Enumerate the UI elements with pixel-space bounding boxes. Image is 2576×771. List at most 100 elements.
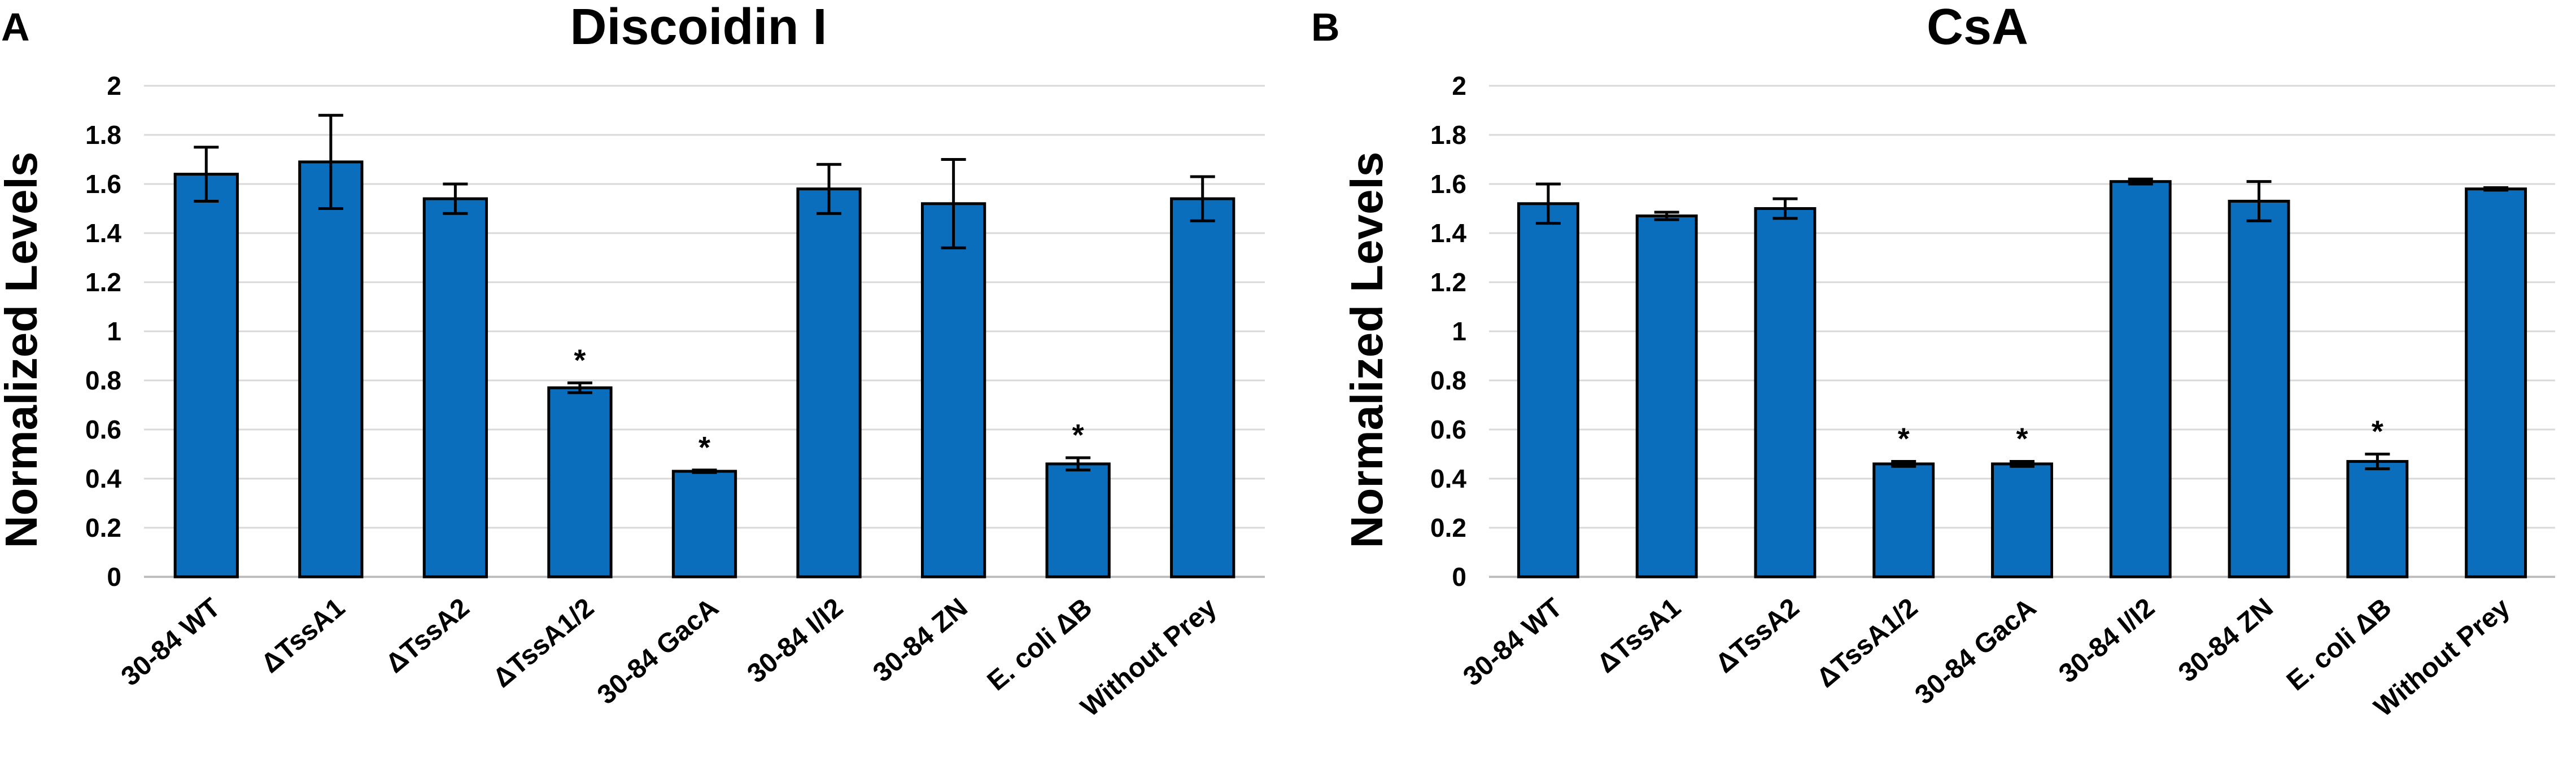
- error-bar-a-7: [1066, 456, 1091, 472]
- y-tick-label: 0.2: [1430, 513, 1466, 542]
- y-tick-label: 1.8: [85, 120, 121, 150]
- error-bar-a-8: [1190, 175, 1215, 222]
- x-tick-label: ΔTssA1/2: [487, 593, 600, 694]
- y-tick-label: 0.4: [85, 464, 121, 493]
- y-tick-label: 2: [107, 71, 121, 100]
- significance-asterisk: *: [2372, 415, 2383, 449]
- y-tick-label: 0.2: [85, 513, 121, 542]
- significance-markers-b: * * *: [1898, 415, 2383, 456]
- x-tick-label: E. coli ΔB: [982, 593, 1098, 697]
- x-tick-label: ΔTssA1: [1592, 593, 1687, 679]
- significance-asterisk: *: [1072, 418, 1084, 452]
- y-tick-label: 0.4: [1430, 464, 1466, 493]
- y-tick-label: 0.8: [1430, 366, 1466, 395]
- x-ticks-b: 30-84 WT ΔTssA1 ΔTssA2 ΔTssA1/230-84 GacA 30…: [1457, 593, 2516, 723]
- panel-letter-a: A: [1, 5, 30, 49]
- x-tick-label: 30-84 I/I2: [742, 593, 849, 689]
- error-bar-b-0: [1535, 182, 1561, 225]
- bars-a: [173, 160, 1235, 579]
- y-tick-label: 0: [1452, 562, 1466, 592]
- y-tick-label: 1.6: [85, 169, 121, 199]
- error-bar-b-7: [2365, 453, 2390, 471]
- significance-markers-a: * * *: [574, 343, 1084, 464]
- error-bars-b: [1535, 177, 2509, 471]
- significance-asterisk: *: [2016, 422, 2028, 456]
- bar-b-7: [2346, 460, 2409, 579]
- x-tick-label: ΔTssA2: [380, 593, 475, 679]
- x-tick-label: E. coli ΔB: [2281, 593, 2398, 697]
- significance-asterisk: *: [574, 343, 586, 377]
- bars-b: [1517, 180, 2527, 579]
- bar-a-8: [1170, 197, 1235, 579]
- error-bar-a-1: [318, 113, 343, 210]
- y-tick-label: 1.4: [85, 218, 121, 248]
- bar-a-6: [920, 202, 986, 579]
- chart-title-a: Discoidin I: [570, 0, 827, 55]
- panel-letter-b: B: [1311, 5, 1340, 49]
- error-bar-b-6: [2246, 180, 2272, 222]
- bar-a-7: [1045, 462, 1111, 579]
- error-bar-a-5: [817, 163, 842, 215]
- x-tick-label: ΔTssA1: [256, 593, 351, 679]
- x-tick-label: 30-84 GacA: [1910, 593, 2042, 711]
- error-bar-b-2: [1772, 197, 1798, 220]
- x-tick-label: 30-84 I/I2: [2053, 593, 2160, 689]
- y-ticks-b: 0 0.2 0.4 0.6 0.8 1 1.2 1.4 1.6 1.8 2: [1430, 71, 1466, 592]
- y-tick-label: 0.6: [1430, 415, 1466, 444]
- y-tick-label: 1.2: [85, 268, 121, 297]
- y-tick-label: 1.6: [1430, 169, 1466, 199]
- y-tick-label: 0: [107, 562, 121, 592]
- bar-a-4: [671, 470, 737, 579]
- bar-a-2: [422, 197, 488, 579]
- significance-asterisk: *: [698, 431, 710, 465]
- y-tick-label: 2: [1452, 71, 1466, 100]
- bar-a-5: [796, 187, 862, 579]
- x-tick-label: 30-84 WT: [116, 593, 226, 692]
- x-tick-label: 30-84 ZN: [2173, 593, 2278, 688]
- y-axis-label-b: Normalized Levels: [1342, 152, 1392, 549]
- bar-a-1: [298, 160, 364, 579]
- y-tick-label: 1: [107, 317, 121, 346]
- y-tick-label: 1.4: [1430, 218, 1466, 248]
- chart-panel-b: B CsA Normalized Levels 0 0.2 0.4 0.6 0.8 1 1.…: [1311, 0, 2555, 722]
- error-bar-b-4: [2010, 460, 2034, 468]
- bar-b-3: [1872, 462, 1935, 579]
- bar-b-0: [1517, 202, 1579, 579]
- x-tick-label: 30-84 WT: [1457, 593, 1568, 692]
- chart-title-b: CsA: [1927, 0, 2028, 55]
- y-axis-label-a: Normalized Levels: [0, 152, 46, 549]
- error-bars-a: [194, 113, 1215, 474]
- error-bar-b-3: [1891, 460, 1916, 468]
- error-bar-a-6: [941, 158, 966, 249]
- x-tick-label: Without Prey: [1075, 593, 1222, 723]
- error-bar-b-5: [2128, 177, 2153, 186]
- error-bar-a-4: [692, 468, 717, 474]
- error-bar-a-3: [567, 381, 592, 395]
- x-tick-label: ΔTssA1/2: [1811, 593, 1923, 694]
- x-tick-label: ΔTssA2: [1710, 593, 1805, 679]
- bar-b-8: [2465, 187, 2527, 579]
- error-bar-a-2: [443, 182, 468, 215]
- y-tick-label: 1.2: [1430, 268, 1466, 297]
- y-tick-label: 0.8: [85, 366, 121, 395]
- y-tick-label: 0.6: [85, 415, 121, 444]
- bar-b-2: [1754, 207, 1817, 579]
- x-ticks-a: 30-84 WT ΔTssA1 ΔTssA2 ΔTssA1/230-84 GacA 30…: [116, 593, 1222, 723]
- y-tick-label: 1: [1452, 317, 1466, 346]
- chart-panel-a: A Discoidin I Normalized Levels 00.20.40…: [0, 0, 1265, 722]
- bar-b-1: [1635, 214, 1698, 579]
- y-tick-label: 1.8: [1430, 120, 1466, 150]
- bar-b-4: [1991, 462, 2053, 579]
- bar-b-6: [2228, 199, 2290, 579]
- error-bar-a-0: [194, 146, 219, 203]
- y-ticks-a: 0 0.2 0.4 0.6 0.8 1 1.2 1.4 1.6 1.8 2: [85, 71, 121, 592]
- bar-b-5: [2109, 180, 2172, 579]
- bar-a-3: [547, 386, 613, 579]
- error-bar-b-1: [1654, 211, 1679, 221]
- x-tick-label: 30-84 ZN: [867, 593, 973, 688]
- significance-asterisk: *: [1898, 422, 1910, 456]
- error-bar-b-8: [2483, 186, 2509, 192]
- bar-a-0: [173, 173, 239, 579]
- x-tick-label: 30-84 GacA: [592, 593, 724, 711]
